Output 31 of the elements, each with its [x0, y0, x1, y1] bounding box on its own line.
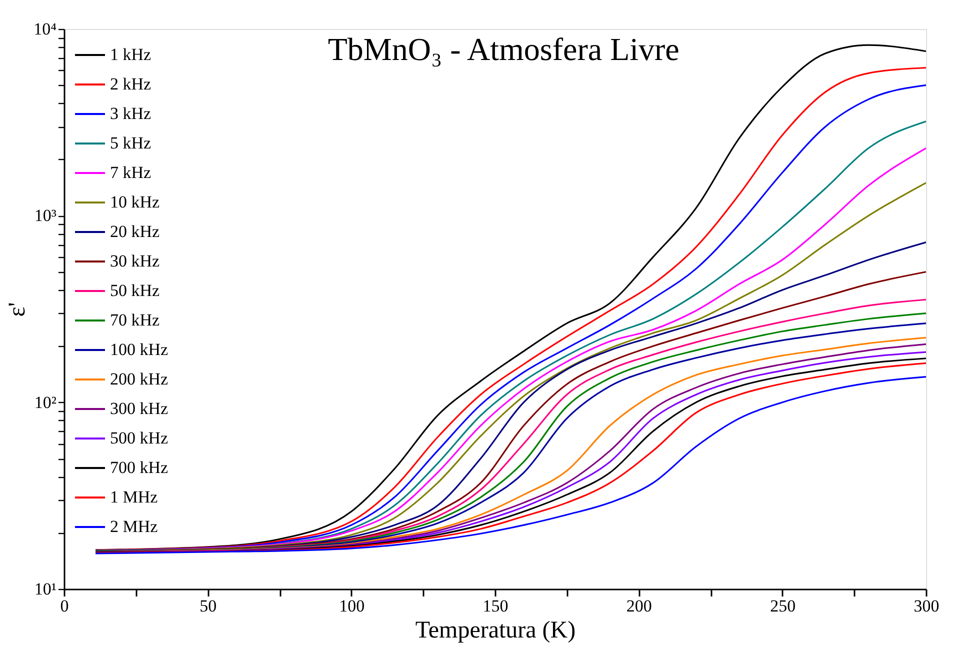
legend-label: 100 kHz — [110, 340, 169, 359]
legend-label: 20 kHz — [110, 222, 160, 241]
x-tick-label: 250 — [770, 596, 796, 616]
y-tick-label: 10² — [34, 392, 56, 412]
legend-label: 5 kHz — [110, 134, 152, 152]
legend-label: 200 kHz — [110, 370, 169, 388]
chart-title: TbMnO₃ - Atmosfera Livre — [328, 31, 680, 67]
y-tick-label: 10³ — [34, 206, 56, 226]
y-tick-label: 10⁴ — [34, 20, 57, 38]
legend-label: 50 kHz — [110, 281, 160, 300]
legend-label: 70 kHz — [110, 310, 160, 330]
legend-label: 3 kHz — [110, 104, 152, 123]
legend-label: 1 MHz — [110, 488, 158, 506]
legend-label: 7 kHz — [110, 163, 152, 182]
legend-label: 2 kHz — [110, 74, 152, 94]
x-tick-label: 150 — [482, 596, 508, 616]
x-tick-label: 100 — [339, 596, 365, 616]
legend-label: 30 kHz — [110, 252, 160, 270]
legend-label: 2 MHz — [110, 517, 158, 536]
x-tick-label: 200 — [626, 596, 652, 616]
y-tick-label: 10¹ — [34, 580, 56, 598]
x-tick-label: 0 — [60, 596, 69, 616]
x-axis-title: Temperatura (K) — [415, 618, 576, 644]
legend-label: 1 kHz — [110, 45, 152, 64]
legend-label: 300 kHz — [110, 399, 169, 418]
x-tick-label: 300 — [914, 596, 940, 616]
y-axis-title: ε' — [4, 302, 31, 317]
legend-label: 700 kHz — [110, 458, 169, 477]
legend-label: 500 kHz — [110, 428, 169, 448]
x-tick-label: 50 — [200, 596, 217, 616]
legend-label: 10 kHz — [110, 192, 160, 212]
